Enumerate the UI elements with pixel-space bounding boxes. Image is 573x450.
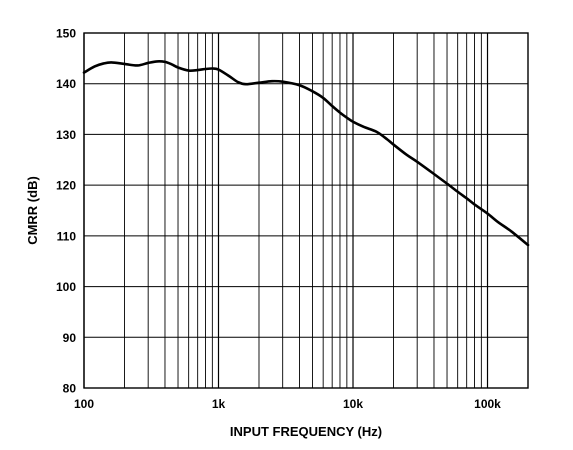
x-tick-label: 1k (212, 397, 226, 411)
x-tick-label: 100k (474, 397, 501, 411)
y-tick-label: 130 (56, 128, 76, 142)
y-axis-title: CMRR (dB) (25, 176, 40, 245)
major-grid (83, 32, 528, 389)
y-tick-label: 150 (56, 27, 76, 41)
y-tick-label: 110 (57, 229, 77, 243)
y-tick-label: 80 (63, 382, 77, 396)
x-axis-title: INPUT FREQUENCY (Hz) (230, 424, 382, 439)
x-tick-label: 10k (343, 397, 363, 411)
cmrr-series-line (82, 60, 530, 247)
y-tick-label: 100 (56, 280, 76, 294)
y-tick-labels: 80 90 100 110 120 130 140 150 (56, 27, 76, 396)
y-tick-label: 90 (63, 331, 77, 345)
y-tick-label: 140 (56, 77, 76, 91)
x-tick-labels: 100 1k 10k 100k (74, 397, 501, 411)
y-tick-label: 120 (56, 179, 76, 193)
minor-grid (124, 33, 529, 388)
x-tick-label: 100 (74, 397, 94, 411)
plot-frame (83, 32, 529, 389)
